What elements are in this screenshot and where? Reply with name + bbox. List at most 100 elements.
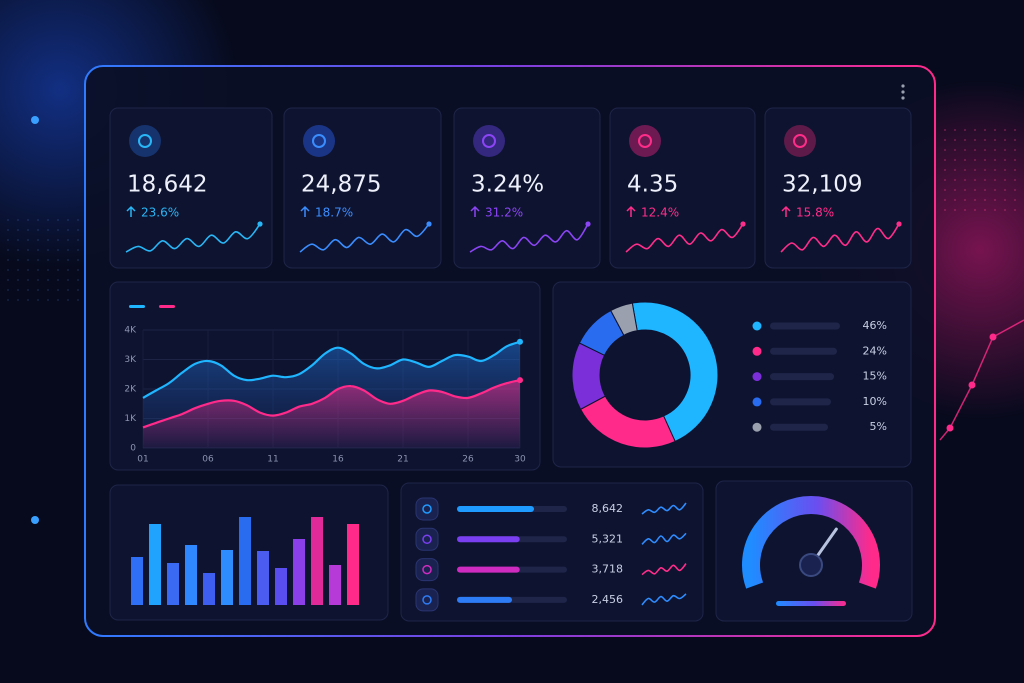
channel-icon: [415, 558, 439, 582]
legend-placeholder: [770, 322, 840, 330]
dot: [984, 149, 986, 151]
dot: [77, 249, 79, 251]
dot: [984, 189, 986, 191]
dot: [1004, 159, 1006, 161]
dot: [77, 219, 79, 221]
sparkline: [780, 223, 900, 253]
bar: [221, 550, 233, 605]
legend-dot: [752, 422, 762, 432]
kpi-value: 24,875: [301, 172, 381, 198]
share-label: 10%: [863, 395, 887, 408]
dot: [57, 289, 59, 291]
menu-button[interactable]: [901, 84, 905, 100]
up-arrow: [470, 205, 480, 217]
dot: [964, 189, 966, 191]
dot: [57, 249, 59, 251]
dot: [47, 289, 49, 291]
dot: [944, 169, 946, 171]
dot: [974, 209, 976, 211]
x-tick-label: 21: [397, 455, 408, 465]
bar: [257, 551, 269, 605]
dot: [57, 299, 59, 301]
dot: [17, 229, 19, 231]
kpi-change: 31.2%: [485, 206, 523, 220]
channel-icon-glyph: [422, 595, 432, 605]
x-tick-label: 16: [332, 455, 344, 465]
dot: [47, 299, 49, 301]
dot: [954, 179, 956, 181]
dot: [974, 199, 976, 201]
kpi-icon-glyph: [138, 134, 152, 148]
dot: [964, 129, 966, 131]
legend-dot: [752, 321, 762, 331]
dot: [7, 259, 9, 261]
dot: [1014, 169, 1016, 171]
dot: [77, 269, 79, 271]
legend-placeholder: [770, 423, 828, 431]
dot: [994, 179, 996, 181]
dot: [1014, 129, 1016, 131]
legend-placeholder: [770, 398, 831, 406]
legend-placeholder: [770, 347, 837, 355]
dot: [984, 209, 986, 211]
legend-dot: [752, 346, 762, 356]
dot: [47, 269, 49, 271]
dot: [37, 299, 39, 301]
sparkline-end: [257, 221, 263, 227]
dot: [994, 159, 996, 161]
kpi-change: 18.7%: [315, 206, 353, 220]
legend-swatch: [159, 305, 175, 308]
up-arrow: [126, 205, 136, 217]
dot: [944, 139, 946, 141]
dot: [37, 269, 39, 271]
bar: [275, 568, 287, 605]
dot: [37, 219, 39, 221]
dot: [1004, 169, 1006, 171]
dot: [954, 209, 956, 211]
dot: [17, 249, 19, 251]
channel-value: 2,456: [592, 593, 624, 606]
line: [142, 340, 521, 399]
sparkline: [641, 593, 687, 606]
dot: [47, 229, 49, 231]
dot: [67, 229, 69, 231]
channel-icon-glyph: [422, 564, 432, 575]
dot: [974, 159, 976, 161]
dot: [67, 279, 69, 281]
dot: [17, 239, 19, 241]
dot: [964, 199, 966, 201]
dot: [17, 259, 19, 261]
dot: [7, 219, 9, 221]
sparkline-end: [426, 221, 432, 227]
dot: [27, 289, 29, 291]
dot: [984, 159, 986, 161]
dot: [954, 159, 956, 161]
kpi-icon: [629, 125, 661, 157]
sparkline: [299, 223, 430, 253]
line: [142, 379, 521, 429]
dot: [67, 219, 69, 221]
dot: [1014, 139, 1016, 141]
dot: [994, 209, 996, 211]
up-arrow: [781, 205, 791, 217]
dot: [954, 139, 956, 141]
sparkline: [641, 563, 687, 576]
dot: [1004, 199, 1006, 201]
channel-icon-glyph: [422, 534, 432, 545]
dot-pattern: [7, 129, 1016, 301]
dot: [77, 239, 79, 241]
dot: [37, 259, 39, 261]
dot: [964, 209, 966, 211]
dot: [57, 279, 59, 281]
dot: [964, 179, 966, 181]
dot: [1004, 149, 1006, 151]
dot: [7, 299, 9, 301]
gauge-hub: [799, 553, 823, 577]
share-label: 5%: [870, 420, 887, 433]
bar: [311, 517, 323, 605]
dot: [57, 229, 59, 231]
share-panel: [552, 281, 912, 468]
donut-segment: [631, 301, 719, 443]
kpi-icon: [129, 125, 161, 157]
dot: [944, 189, 946, 191]
